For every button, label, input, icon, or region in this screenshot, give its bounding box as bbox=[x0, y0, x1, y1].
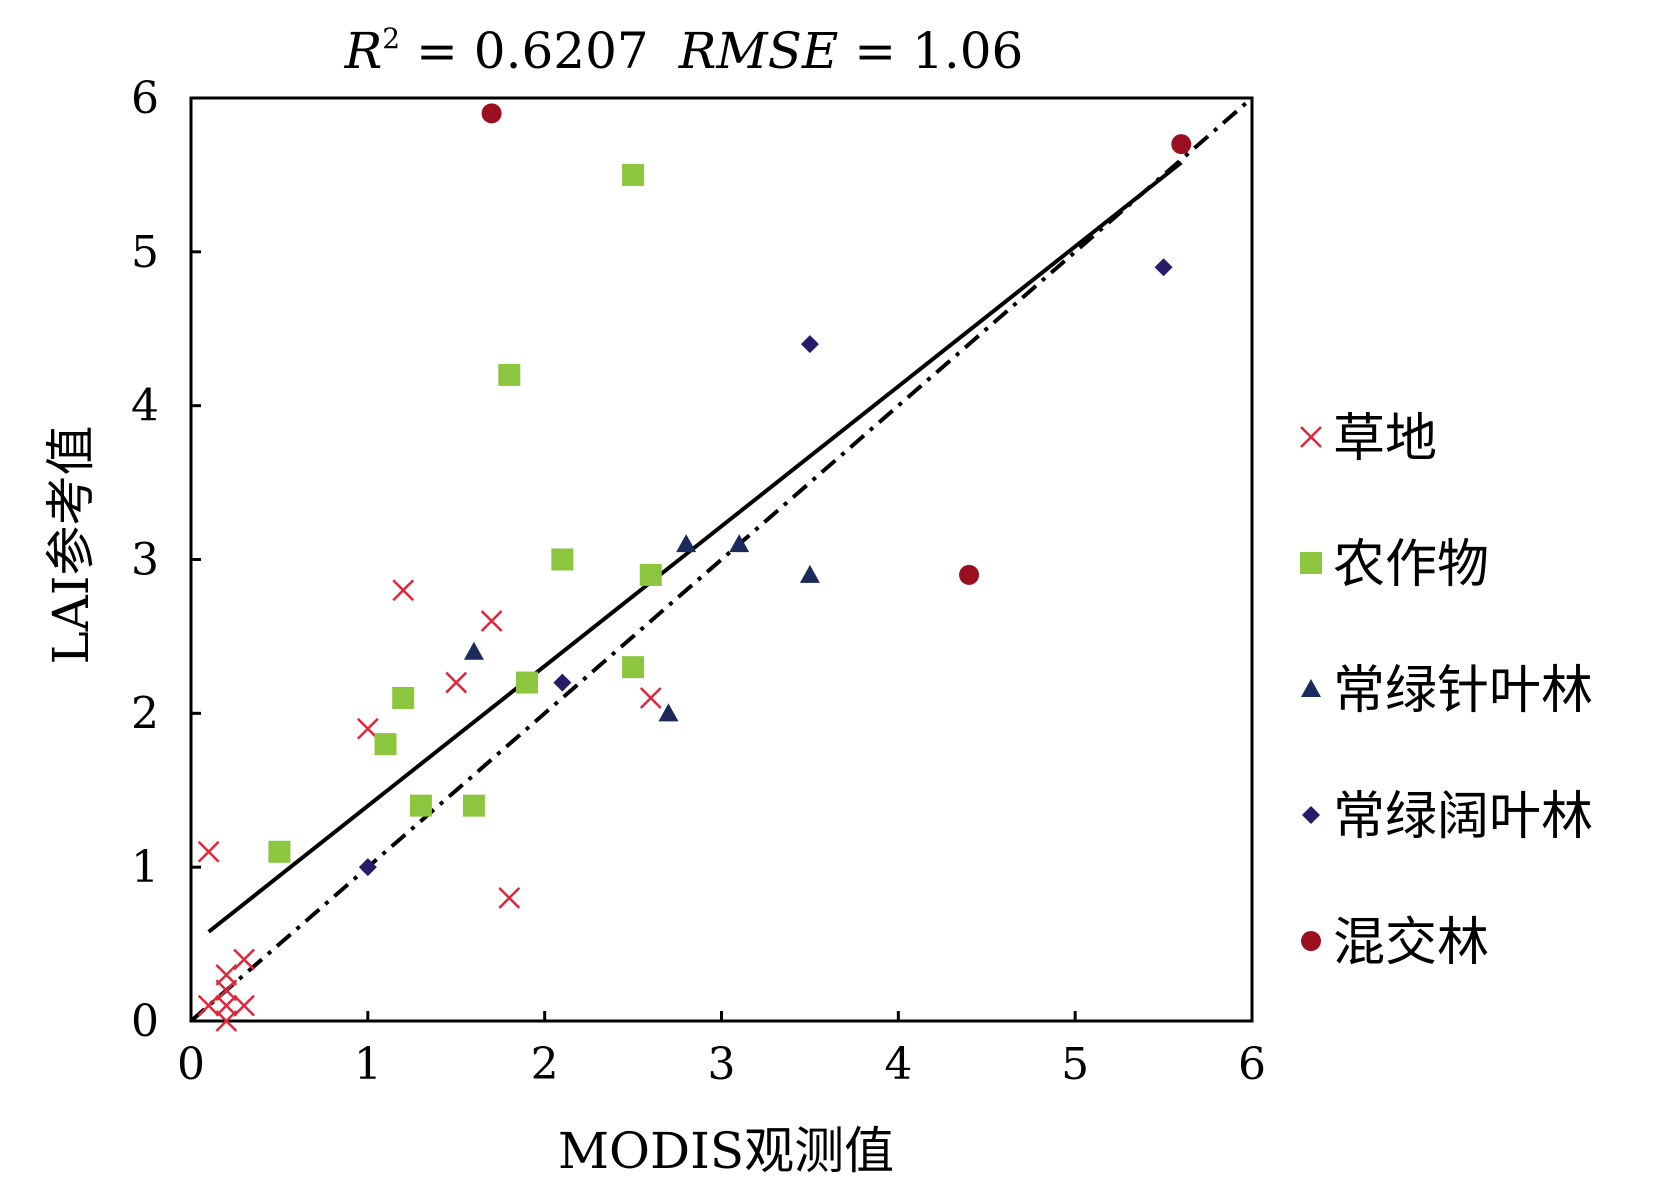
data-point-triangle bbox=[729, 534, 750, 553]
data-point-x bbox=[356, 717, 379, 740]
legend-label: 农作物 bbox=[1333, 535, 1489, 595]
data-point-diamond bbox=[358, 858, 377, 877]
plot-area: 0 1 2 3 4 5 6 0 1 2 3 4 5 6 bbox=[131, 73, 1266, 1090]
fit-line bbox=[207, 161, 1183, 934]
legend-label: 常绿阔叶林 bbox=[1333, 787, 1593, 847]
data-point-circle bbox=[481, 103, 502, 124]
data-point-square bbox=[551, 548, 574, 571]
legend-label: 常绿针叶林 bbox=[1333, 661, 1593, 721]
data-point-square bbox=[515, 671, 538, 694]
data-point-x bbox=[197, 994, 220, 1017]
data-point-triangle bbox=[676, 534, 697, 553]
legend-marker-x bbox=[1300, 426, 1322, 448]
legend-marker-square bbox=[1300, 552, 1322, 574]
data-point-diamond bbox=[553, 673, 572, 692]
legend-marker-diamond bbox=[1302, 806, 1320, 824]
y-tick-label: 2 bbox=[131, 688, 159, 739]
data-point-square bbox=[639, 563, 662, 586]
data-point-circle bbox=[1171, 134, 1192, 155]
data-point-x bbox=[392, 579, 415, 602]
title-rmse-symbol: RMSE bbox=[678, 22, 839, 80]
data-point-x bbox=[445, 671, 468, 694]
data-point-x bbox=[639, 687, 662, 709]
x-tick-label: 4 bbox=[884, 1039, 912, 1090]
x-tick-label: 0 bbox=[177, 1039, 205, 1090]
x-tick-label: 6 bbox=[1238, 1039, 1266, 1090]
data-point-x bbox=[215, 1010, 238, 1032]
x-tick-label: 3 bbox=[708, 1039, 736, 1090]
data-point-x bbox=[233, 948, 255, 971]
y-axis-title: LAI参考值 bbox=[42, 425, 100, 664]
title-r-symbol: R bbox=[344, 22, 383, 80]
data-point-square bbox=[392, 686, 415, 709]
data-point-square bbox=[498, 363, 521, 386]
legend-marker-circle bbox=[1301, 931, 1321, 951]
data-point-triangle bbox=[463, 641, 484, 660]
y-tick-label: 5 bbox=[131, 227, 159, 278]
x-axis-title: MODIS观测值 bbox=[558, 1122, 894, 1180]
y-tick-label: 6 bbox=[131, 73, 159, 124]
data-point-square bbox=[622, 656, 645, 679]
legend-marker-triangle bbox=[1301, 679, 1321, 697]
data-point-x bbox=[480, 610, 503, 632]
data-point-triangle bbox=[799, 564, 820, 583]
data-point-square bbox=[374, 733, 397, 756]
data-point-square bbox=[409, 794, 432, 817]
x-tick-label: 1 bbox=[354, 1039, 382, 1090]
y-tick-label: 3 bbox=[131, 535, 159, 586]
data-point-diamond bbox=[800, 335, 819, 354]
y-tick-label: 1 bbox=[131, 842, 159, 893]
legend-label: 混交林 bbox=[1333, 913, 1489, 973]
data-point-square bbox=[268, 840, 291, 863]
title-rmse-value: = 1.06 bbox=[838, 22, 1023, 80]
legend-label: 草地 bbox=[1333, 409, 1437, 469]
data-point-square bbox=[462, 794, 485, 817]
data-point-x bbox=[498, 887, 521, 909]
data-point-triangle bbox=[658, 703, 679, 722]
one-to-one-line bbox=[189, 96, 1254, 1023]
data-point-x bbox=[197, 840, 220, 863]
data-point-x bbox=[233, 994, 255, 1017]
data-point-diamond bbox=[1154, 258, 1173, 277]
data-point-x bbox=[215, 963, 238, 986]
title-r-exponent: 2 bbox=[382, 22, 400, 55]
x-tick-label: 5 bbox=[1061, 1039, 1089, 1090]
chart-title: R2 = 0.6207 RMSE = 1.06 bbox=[344, 22, 1024, 80]
y-tick-label: 4 bbox=[131, 381, 159, 432]
data-point-x bbox=[215, 994, 238, 1017]
data-point-square bbox=[622, 163, 645, 186]
x-tick-label: 2 bbox=[531, 1039, 559, 1090]
data-point-x bbox=[215, 979, 238, 1002]
y-tick-label: 0 bbox=[131, 996, 159, 1047]
title-r-value: = 0.6207 bbox=[400, 22, 649, 80]
data-point-circle bbox=[959, 564, 980, 585]
